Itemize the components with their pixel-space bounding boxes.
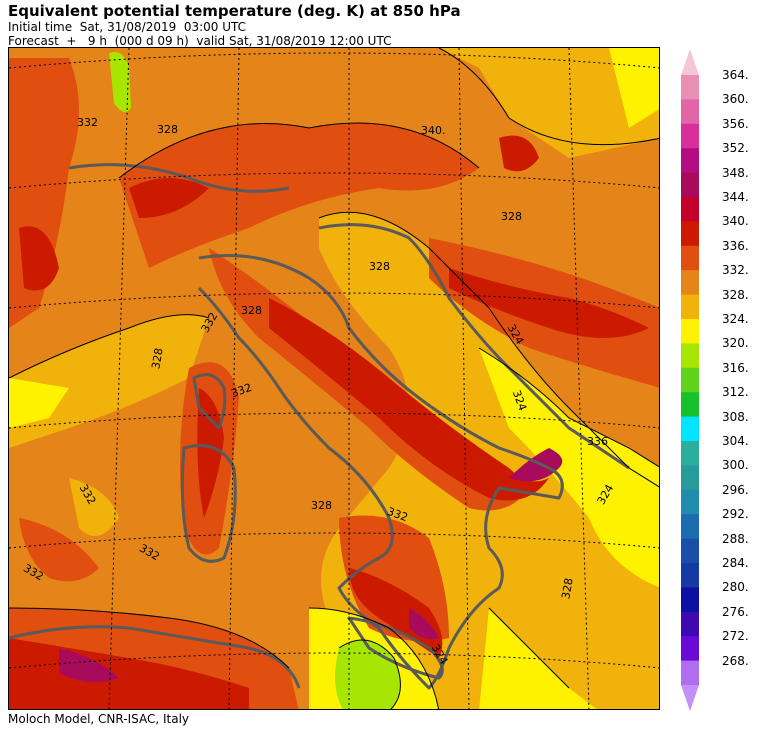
very-high-theta-peaks (59, 448, 563, 682)
color-scale-label: 296. (722, 482, 749, 497)
color-scale-swatch (681, 563, 699, 588)
color-scale-swatch (681, 99, 699, 125)
color-scale-label: 324. (722, 312, 749, 326)
color-scale-swatch (681, 343, 699, 369)
color-scale-swatch (681, 197, 699, 222)
region-320-ne-corner (609, 48, 659, 128)
color-scale-swatch (681, 294, 699, 320)
color-scale-label: 304. (722, 434, 749, 448)
color-scale-label: 300. (722, 458, 749, 473)
theta-e-map (9, 48, 659, 709)
color-scale-swatch (681, 660, 699, 686)
initial-time: Initial time Sat, 31/08/2019 03:00 UTC (8, 20, 247, 34)
contour-lines (9, 48, 659, 709)
color-scale-swatch (681, 538, 699, 564)
color-scale-labels: 364. 360. 356. 352. 348. 344. 340. 336. 332. 328.… (722, 0, 760, 731)
color-scale-label: 340. (722, 214, 749, 229)
region-332-sea-west (19, 518, 99, 582)
color-scale-svg (681, 49, 699, 711)
color-scale-bottom-arrow (681, 685, 699, 711)
color-scale-swatch (681, 514, 699, 540)
map-title: Equivalent potential temperature (deg. K… (8, 2, 461, 20)
color-scale-label: 292. (722, 507, 749, 522)
lat-lon-grid (9, 48, 659, 709)
color-scale-swatch (681, 221, 699, 247)
region-332-alps (119, 123, 479, 268)
color-scale-label: 268. (722, 653, 749, 668)
color-scale-label: 308. (722, 409, 749, 424)
color-scale-label: 348. (722, 165, 749, 180)
color-scale-bar (681, 49, 699, 711)
region-320-west-edge (9, 378, 69, 428)
color-scale-swatch (681, 172, 699, 198)
region-316-north (109, 52, 131, 112)
header: Equivalent potential temperature (deg. K… (8, 2, 461, 48)
color-scale-swatch (681, 587, 699, 613)
color-scale-label: 356. (722, 116, 749, 131)
color-scale-swatch (681, 75, 699, 100)
color-scale-label: 288. (722, 531, 749, 546)
color-scale-label: 352. (722, 141, 749, 156)
region-324-sea (69, 478, 119, 536)
color-scale-label: 316. (722, 360, 749, 375)
color-scale-swatch (681, 636, 699, 662)
color-scale-swatch (681, 367, 699, 393)
color-scale-swatch (681, 392, 699, 418)
color-scale-label: 312. (722, 385, 749, 400)
region-324-northeast (439, 48, 659, 158)
model-credit: Moloch Model, CNR-ISAC, Italy (8, 712, 190, 726)
color-scale-swatch (681, 465, 699, 491)
forecast-valid-time: Forecast + 9 h (000 d 09 h) valid Sat, 3… (8, 34, 392, 48)
color-scale-label: 364. (722, 68, 749, 82)
color-scale-swatch (681, 416, 699, 442)
color-scale-swatch (681, 148, 699, 174)
color-scale-swatch (681, 245, 699, 271)
region-320-adriatic (479, 348, 659, 588)
color-scale-label: 360. (722, 92, 749, 107)
color-scale-swatch (681, 270, 699, 296)
color-scale-label: 280. (722, 580, 749, 595)
color-scale-label: 332. (722, 263, 749, 278)
color-scale-label: 336. (722, 238, 749, 253)
color-scale-swatch (681, 441, 699, 466)
region-324-west (9, 314, 209, 448)
color-scale-label: 276. (722, 604, 749, 619)
color-scale-top-arrow (681, 49, 699, 75)
map-panel: 332 328 340. 328 328 324 328 332 328 324… (8, 47, 660, 710)
color-scale-swatch (681, 319, 699, 344)
region-320-southeast (479, 608, 597, 709)
color-scale-label: 328. (722, 287, 749, 302)
color-scale-label: 320. (722, 336, 749, 351)
color-scale-label: 284. (722, 556, 749, 570)
color-scale-label: 272. (722, 629, 749, 644)
color-scale-swatch (681, 611, 699, 637)
high-theta-mountain-areas (9, 135, 649, 709)
color-scale-swatch (681, 489, 699, 515)
color-scale-swatch (681, 123, 699, 149)
color-scale-label: 344. (722, 190, 749, 204)
